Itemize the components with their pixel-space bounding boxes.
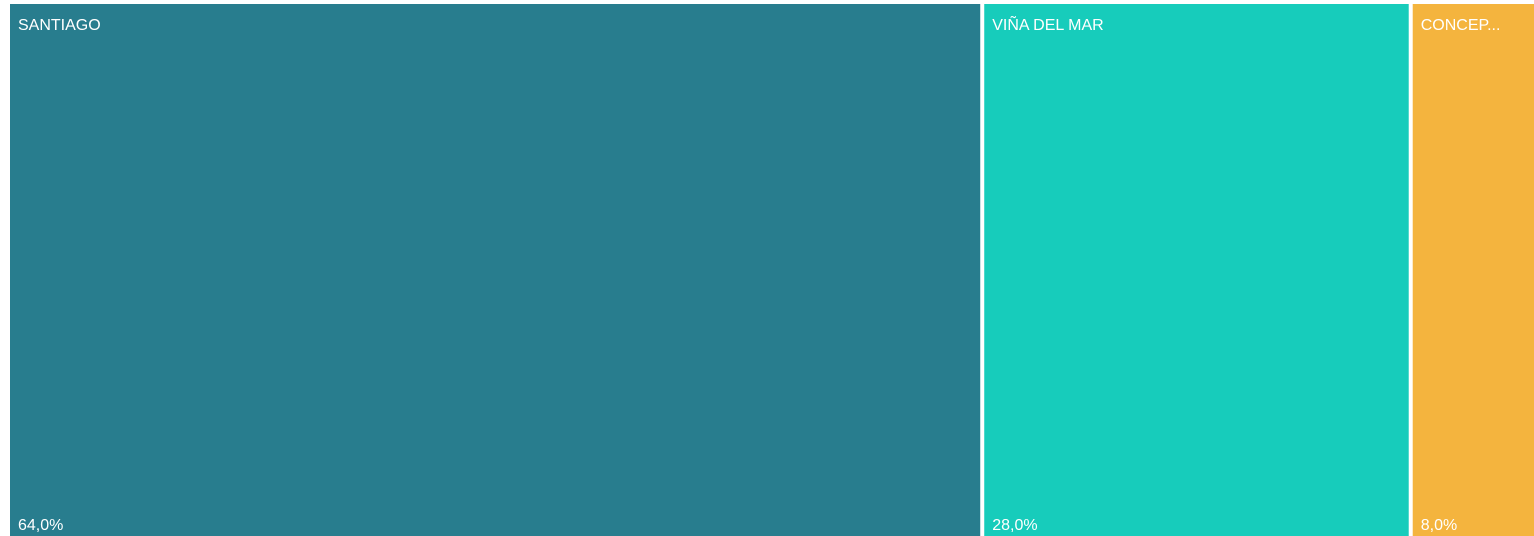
tile-value-label: 64,0%: [18, 517, 63, 534]
tile-label: SANTIAGO: [18, 17, 101, 34]
treemap-tile: [984, 4, 1409, 536]
tile-label: VIÑA DEL MAR: [992, 14, 1103, 34]
treemap-tile: [1412, 4, 1534, 536]
treemap-tile: [10, 4, 981, 536]
tile-label: CONCEP...: [1421, 17, 1501, 34]
tile-value-label: 8,0%: [1421, 517, 1457, 534]
tile-value-label: 28,0%: [992, 517, 1037, 534]
